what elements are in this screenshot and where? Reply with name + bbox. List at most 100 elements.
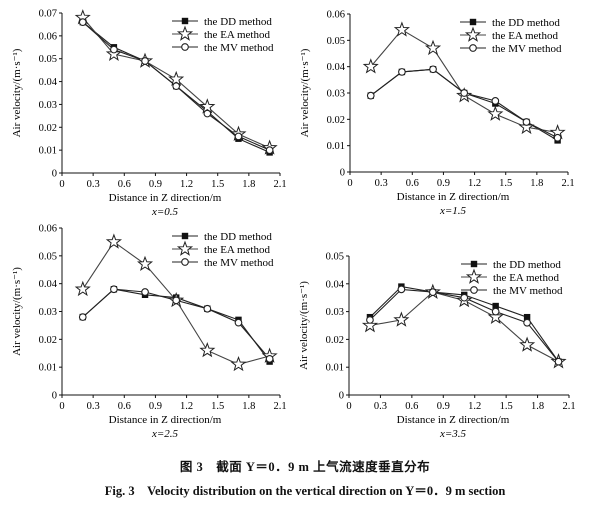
x-tick-label: 0 (59, 179, 64, 190)
legend-label: the MV method (204, 257, 274, 269)
data-point-star (362, 58, 379, 74)
legend-marker-star (464, 26, 482, 42)
data-point-circle (234, 132, 243, 141)
y-tick-label: 0.07 (39, 9, 57, 20)
x-tick-label: 0 (347, 178, 352, 189)
x-tick-label: 0.6 (118, 401, 131, 412)
data-point-star (199, 342, 216, 358)
x-tick-label: 1.5 (211, 179, 224, 190)
y-tick-label: 0.05 (39, 251, 57, 262)
data-point-circle (78, 18, 87, 26)
data-point-circle (141, 57, 149, 65)
panel-label: x=3.5 (439, 428, 467, 440)
y-tick-label: 0 (339, 391, 344, 402)
y-tick-label: 0.05 (39, 54, 57, 65)
legend-marker-square (470, 260, 478, 268)
data-point-star (168, 70, 185, 87)
y-tick-label: 0.01 (327, 141, 345, 152)
data-point-star (519, 336, 536, 352)
data-point-star (105, 45, 122, 61)
y-tick-label: 0.04 (327, 62, 346, 73)
data-point-star (361, 317, 378, 333)
x-axis-label: Distance in Z direction/m (397, 414, 510, 426)
x-tick-label: 0.9 (437, 401, 450, 412)
legend-label: the EA method (204, 29, 270, 41)
x-tick-label: 2.1 (562, 401, 575, 412)
legend-marker-square (469, 18, 477, 26)
x-tick-label: 0.9 (437, 178, 450, 189)
figure-caption-chinese: 图 3 截面 Y＝0．9 m 上气流速度垂直分布 (179, 460, 431, 474)
data-point-circle (203, 109, 212, 118)
panel-label: x=1.5 (439, 205, 467, 217)
data-point-square (523, 313, 531, 321)
x-tick-label: 0 (59, 401, 64, 412)
legend-marker-star (465, 268, 483, 284)
legend-label: the DD method (492, 17, 560, 29)
x-tick-label: 1.8 (242, 179, 255, 190)
data-point-circle (522, 118, 531, 126)
data-point-circle (265, 354, 274, 363)
x-tick-label: 0.3 (87, 179, 100, 190)
y-axis-label: Air velocity/(m·s⁻¹) (299, 48, 311, 137)
data-point-circle (428, 288, 437, 296)
data-point-circle (110, 45, 118, 54)
panel-label: x=2.5 (151, 428, 179, 440)
x-tick-label: 2.1 (561, 178, 574, 189)
legend-label: the EA method (204, 244, 270, 256)
data-point-star (425, 39, 442, 56)
data-point-circle (397, 285, 406, 294)
legend-label: the DD method (204, 231, 272, 243)
y-tick-label: 0.02 (39, 335, 57, 346)
data-point-circle (110, 285, 118, 294)
x-axis-label: Distance in Z direction/m (109, 414, 222, 426)
legend-label: the DD method (204, 16, 272, 28)
data-point-circle (460, 89, 469, 97)
legend-marker-star (176, 25, 194, 41)
legend-label: the MV method (492, 43, 562, 55)
y-tick-label: 0.04 (39, 279, 58, 290)
x-tick-label: 0.3 (375, 178, 388, 189)
data-point-circle (265, 146, 274, 154)
chart-panel-2: 0 0.3 0.6 0.9 1.2 1.5 1.8 2.1 0 0.01 0.02 0.03 0.04 0… (299, 10, 575, 218)
y-tick-label: 0.02 (327, 115, 345, 126)
data-point-circle (553, 133, 562, 142)
y-tick-label: 0.01 (39, 146, 57, 157)
x-axis-label: Distance in Z direction/m (109, 192, 222, 204)
chart-panel-3: 0 0.3 0.6 0.9 1.2 1.5 1.8 2.1 0 0.01 0.02 0.03 0.04 0… (11, 224, 287, 441)
legend-marker-circle (181, 43, 189, 51)
data-point-star (199, 98, 216, 114)
data-point-circle (491, 307, 500, 316)
legend-label: the EA method (493, 272, 559, 284)
y-tick-label: 0.06 (327, 10, 345, 21)
x-tick-label: 2.1 (273, 401, 286, 412)
x-tick-label: 0 (346, 401, 351, 412)
chart-panel-1: 0 0.3 0.6 0.9 1.2 1.5 1.8 2.1 0 0.01 0.02 0.03 0.04 0… (11, 9, 287, 219)
y-axis-label: Air velocity/(m·s⁻¹) (11, 48, 23, 137)
figure-canvas: 0 0.3 0.6 0.9 1.2 1.5 1.8 2.1 0 0.01 0.02 0.03 0.04 0… (11, 9, 576, 441)
data-point-star (393, 311, 410, 327)
data-point-square (492, 302, 499, 310)
data-point-circle (398, 68, 406, 76)
data-point-circle (172, 296, 181, 305)
x-tick-label: 1.5 (211, 401, 224, 412)
legend-label: the EA method (492, 30, 558, 42)
data-point-star (487, 105, 504, 121)
data-point-circle (491, 97, 500, 105)
data-point-circle (366, 91, 375, 100)
chart-panel-4: 0 0.3 0.6 0.9 1.2 1.5 1.8 2.1 0 0.01 0.02 0.03 0.04 0… (298, 252, 576, 441)
y-tick-label: 0 (52, 391, 57, 402)
legend-marker-circle (469, 44, 477, 52)
y-tick-label: 0 (52, 169, 57, 180)
data-point-star (137, 255, 154, 271)
data-point-circle (172, 82, 181, 90)
x-tick-label: 2.1 (273, 179, 286, 190)
data-point-star (105, 233, 122, 249)
data-point-star (230, 355, 247, 372)
data-point-circle (460, 293, 469, 302)
legend-marker-circle (181, 258, 189, 266)
panel-label: x=0.5 (151, 206, 179, 218)
data-point-circle (141, 288, 149, 296)
x-tick-label: 1.8 (531, 401, 544, 412)
data-point-circle (523, 318, 531, 327)
x-tick-label: 1.8 (530, 178, 543, 189)
